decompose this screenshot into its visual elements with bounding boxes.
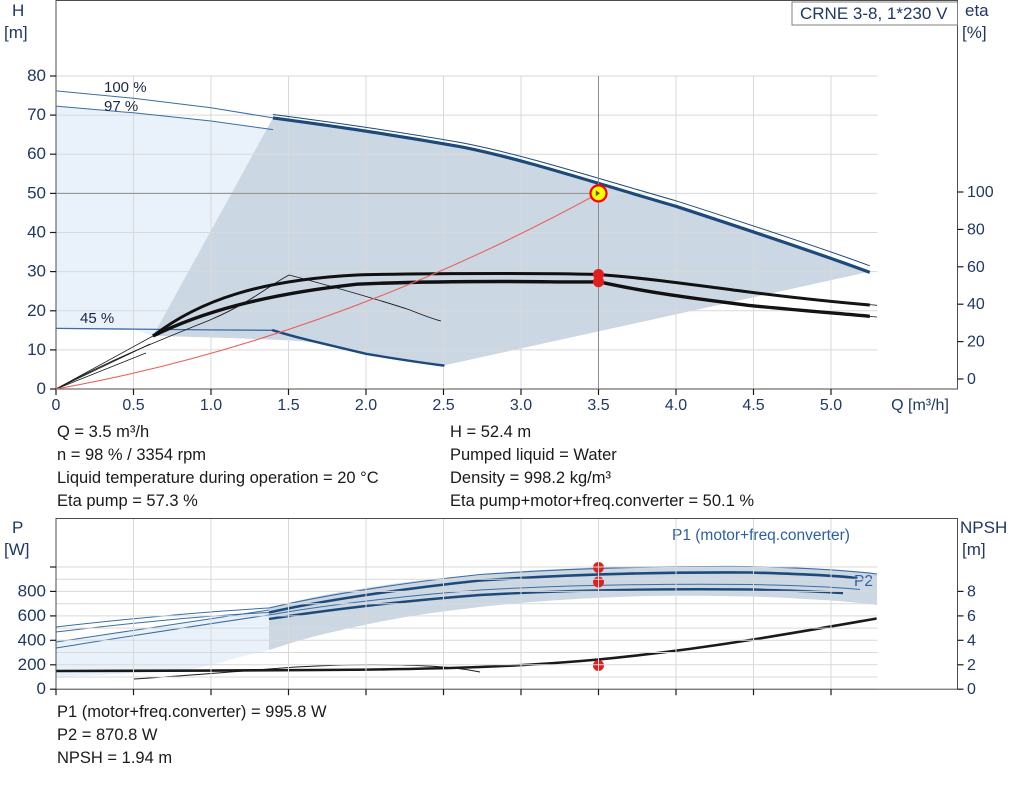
svg-text:50: 50 — [27, 183, 46, 202]
svg-text:[m]: [m] — [4, 23, 28, 42]
svg-text:P2: P2 — [854, 573, 873, 590]
svg-text:20: 20 — [967, 334, 985, 351]
svg-text:eta: eta — [965, 1, 989, 20]
svg-text:5.0: 5.0 — [820, 397, 842, 414]
svg-text:40: 40 — [27, 223, 46, 242]
svg-text:Eta pump = 57.3 %: Eta pump = 57.3 % — [57, 492, 198, 510]
svg-text:6: 6 — [967, 608, 976, 625]
svg-text:NPSH: NPSH — [960, 518, 1007, 537]
svg-text:4: 4 — [967, 632, 976, 649]
svg-text:8: 8 — [967, 583, 976, 600]
svg-text:400: 400 — [18, 630, 46, 649]
svg-text:H: H — [12, 1, 24, 20]
svg-text:40: 40 — [967, 296, 985, 313]
svg-text:100: 100 — [967, 184, 994, 201]
svg-text:2.0: 2.0 — [355, 397, 377, 414]
svg-text:Q [m³/h]: Q [m³/h] — [891, 397, 949, 414]
svg-text:10: 10 — [27, 340, 46, 359]
svg-text:Density = 998.2 kg/m³: Density = 998.2 kg/m³ — [450, 469, 611, 487]
svg-text:3.5: 3.5 — [587, 397, 609, 414]
svg-text:800: 800 — [18, 581, 46, 600]
svg-text:NPSH = 1.94 m: NPSH = 1.94 m — [57, 749, 172, 767]
svg-text:0: 0 — [37, 679, 46, 698]
svg-text:P1 (motor+freq.converter): P1 (motor+freq.converter) — [672, 527, 850, 544]
svg-text:70: 70 — [27, 105, 46, 124]
svg-text:[%]: [%] — [962, 23, 987, 42]
svg-text:P1 (motor+freq.converter) = 99: P1 (motor+freq.converter) = 995.8 W — [57, 703, 327, 721]
svg-text:600: 600 — [18, 606, 46, 625]
svg-text:20: 20 — [27, 301, 46, 320]
svg-text:CRNE 3-8, 1*230 V: CRNE 3-8, 1*230 V — [800, 4, 948, 23]
svg-text:2: 2 — [967, 657, 976, 674]
svg-text:P: P — [12, 518, 23, 537]
svg-text:60: 60 — [27, 144, 46, 163]
svg-text:60: 60 — [967, 259, 985, 276]
svg-text:Q = 3.5 m³/h: Q = 3.5 m³/h — [57, 423, 149, 441]
svg-text:97 %: 97 % — [104, 98, 138, 115]
svg-text:0: 0 — [967, 681, 976, 698]
svg-text:30: 30 — [27, 262, 46, 281]
svg-text:80: 80 — [27, 66, 46, 85]
svg-text:100 %: 100 % — [104, 79, 147, 96]
svg-text:Pumped liquid = Water: Pumped liquid = Water — [450, 446, 617, 464]
svg-text:n = 98 % / 3354 rpm: n = 98 % / 3354 rpm — [57, 446, 206, 464]
svg-text:0: 0 — [37, 379, 46, 398]
svg-text:0: 0 — [52, 397, 61, 414]
svg-text:4.0: 4.0 — [665, 397, 687, 414]
svg-text:2.5: 2.5 — [432, 397, 454, 414]
svg-text:80: 80 — [967, 221, 985, 238]
svg-text:[m]: [m] — [962, 540, 986, 559]
svg-text:45 %: 45 % — [80, 310, 114, 327]
svg-text:H = 52.4 m: H = 52.4 m — [450, 423, 531, 441]
svg-text:3.0: 3.0 — [510, 397, 532, 414]
svg-text:200: 200 — [18, 655, 46, 674]
svg-text:Liquid temperature during oper: Liquid temperature during operation = 20… — [57, 469, 379, 487]
svg-text:P2 = 870.8 W: P2 = 870.8 W — [57, 726, 158, 744]
svg-text:Eta pump+motor+freq.converter: Eta pump+motor+freq.converter = 50.1 % — [450, 492, 754, 510]
svg-text:0: 0 — [967, 371, 976, 388]
svg-text:1.0: 1.0 — [200, 397, 222, 414]
svg-text:0.5: 0.5 — [122, 397, 144, 414]
svg-text:4.5: 4.5 — [742, 397, 764, 414]
svg-text:[W]: [W] — [4, 540, 30, 559]
svg-text:1.5: 1.5 — [277, 397, 299, 414]
